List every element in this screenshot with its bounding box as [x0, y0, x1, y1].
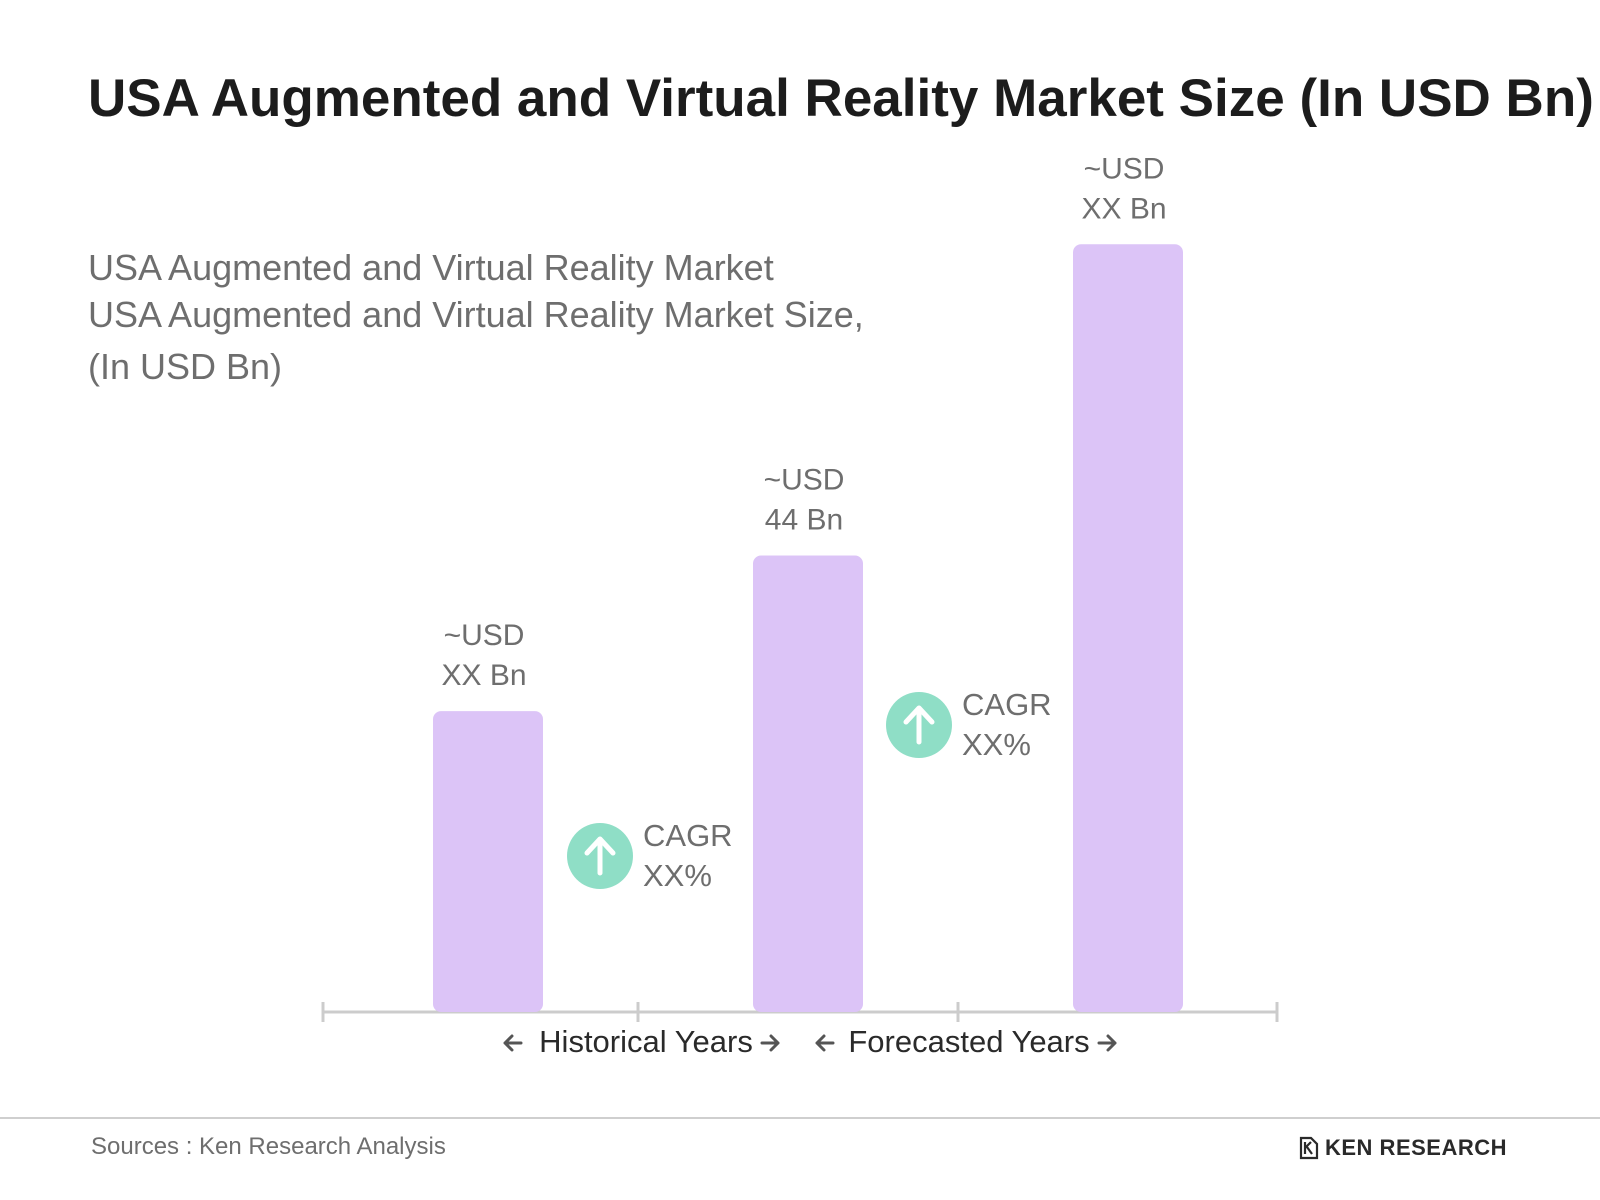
arrow-right-icon — [1097, 1034, 1117, 1052]
arrow-up-icon — [584, 836, 616, 876]
bar-3-value-label-line-1: ~USD — [1084, 152, 1165, 185]
arrow-right-icon — [760, 1034, 780, 1052]
bar-3 — [1073, 244, 1183, 1012]
bar-1-value-label-line-1: ~USD — [444, 619, 525, 652]
chart-subtitle-line-1: USA Augmented and Virtual Reality Market — [88, 247, 774, 288]
arrow-left-icon — [503, 1034, 523, 1052]
arrow-left-icon — [815, 1034, 835, 1052]
bar-1-value-label-line-2: XX Bn — [441, 659, 526, 692]
ken-research-logo-icon — [1299, 1136, 1319, 1160]
footer-divider — [0, 1117, 1600, 1119]
period-label-1: Historical Years — [539, 1024, 753, 1059]
chart-subtitle-line-3: (In USD Bn) — [88, 346, 283, 387]
cagr-annotation-2-line-1: CAGR — [962, 687, 1052, 722]
cagr-annotation-1-line-1: CAGR — [643, 818, 733, 853]
bar-3-value-label-line-2: XX Bn — [1081, 192, 1166, 225]
bar-chart: ~USD XX Bn ~USD 44 Bn ~USD XX Bn CAGR XX% CAGR XX… — [321, 152, 1279, 1059]
bar-1 — [433, 711, 543, 1012]
brand-name: KEN RESEARCH — [1325, 1135, 1508, 1160]
chart-subtitle-line-2: USA Augmented and Virtual Reality Market… — [88, 294, 864, 335]
brand-logo: KEN RESEARCH — [1299, 1135, 1507, 1161]
bar-2-value-label-line-2: 44 Bn — [765, 504, 843, 537]
bar-2-value-label-line-1: ~USD — [764, 464, 845, 497]
sources-note: Sources : Ken Research Analysis — [91, 1133, 446, 1160]
cagr-annotation-1-line-2: XX% — [643, 858, 712, 893]
cagr-annotation-2-line-2: XX% — [962, 727, 1031, 762]
period-label-2: Forecasted Years — [848, 1024, 1089, 1059]
arrow-up-icon — [903, 705, 935, 745]
bar-2 — [753, 555, 863, 1012]
page-title: USA Augmented and Virtual Reality Market… — [88, 69, 1594, 128]
